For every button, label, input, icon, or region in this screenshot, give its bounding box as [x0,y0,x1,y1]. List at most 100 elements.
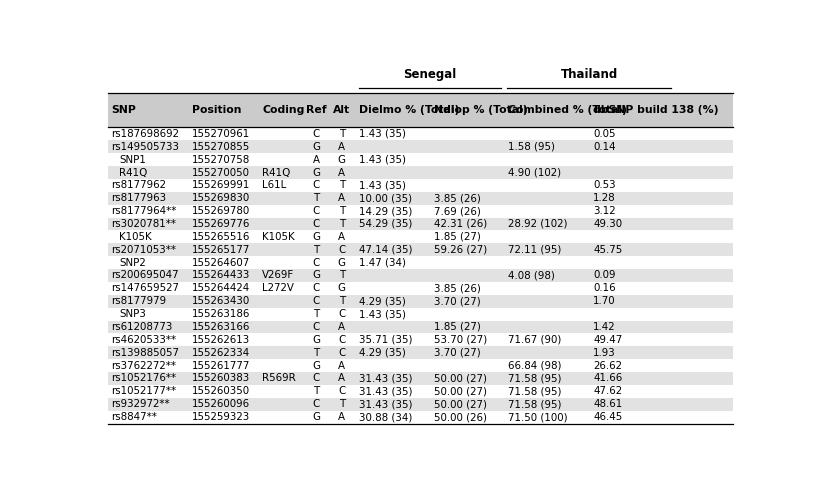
Text: G: G [312,232,320,242]
Text: 30.88 (34): 30.88 (34) [359,412,412,422]
Text: 71.58 (95): 71.58 (95) [507,386,561,396]
Bar [107,256,732,269]
Text: 53.70 (27): 53.70 (27) [433,335,486,345]
Text: 155270758: 155270758 [192,155,250,165]
Text: SNP2: SNP2 [119,258,146,268]
Text: 1.42: 1.42 [592,322,615,332]
Text: C: C [337,335,345,345]
Text: 4.90 (102): 4.90 (102) [507,168,560,178]
Text: C: C [312,219,319,229]
Text: 1.43 (35): 1.43 (35) [359,309,405,319]
Text: 155263166: 155263166 [192,322,250,332]
Text: 155261777: 155261777 [192,360,250,371]
Text: Alt: Alt [333,106,350,116]
Text: 48.61: 48.61 [592,399,622,409]
Text: C: C [337,309,345,319]
Text: 49.47: 49.47 [592,335,622,345]
Bar [107,269,732,282]
Text: rs187698692: rs187698692 [111,129,179,139]
Text: T: T [338,180,345,191]
Text: rs1052176**: rs1052176** [111,373,176,384]
Text: 0.53: 0.53 [592,180,615,191]
Text: L272V: L272V [262,283,293,293]
Text: C: C [337,348,345,358]
Text: C: C [312,180,319,191]
Text: 50.00 (26): 50.00 (26) [433,412,486,422]
Text: G: G [312,335,320,345]
Bar [107,192,732,204]
Text: 14.29 (35): 14.29 (35) [359,206,412,216]
Text: 1.43 (35): 1.43 (35) [359,155,405,165]
Bar [107,334,732,346]
Text: rs200695047: rs200695047 [111,270,179,280]
Text: 71.67 (90): 71.67 (90) [507,335,561,345]
Text: C: C [312,129,319,139]
Text: 59.26 (27): 59.26 (27) [433,245,486,255]
Bar [107,204,732,217]
Text: V269F: V269F [262,270,294,280]
Text: G: G [337,283,346,293]
Text: 155263430: 155263430 [192,296,250,306]
Text: 3.70 (27): 3.70 (27) [433,296,480,306]
Text: rs3762272**: rs3762272** [111,360,176,371]
Text: C: C [312,322,319,332]
Text: Thailand: Thailand [560,68,618,81]
Text: C: C [312,373,319,384]
Text: A: A [338,168,345,178]
Text: 155265516: 155265516 [192,232,250,242]
Text: 71.58 (95): 71.58 (95) [507,373,561,384]
Text: T: T [338,296,345,306]
Text: SNP: SNP [111,106,136,116]
Text: T: T [338,399,345,409]
Text: rs149505733: rs149505733 [111,142,179,152]
Bar [107,140,732,153]
Text: 1.85 (27): 1.85 (27) [433,232,480,242]
Text: T: T [338,129,345,139]
Text: K105K: K105K [119,232,152,242]
Text: G: G [312,270,320,280]
Text: 54.29 (35): 54.29 (35) [359,219,412,229]
Text: 71.58 (95): 71.58 (95) [507,399,561,409]
Text: R41Q: R41Q [119,168,147,178]
Bar [107,321,732,334]
Text: 155262613: 155262613 [192,335,250,345]
Text: 155270050: 155270050 [192,168,250,178]
Text: Dielmo % (Total): Dielmo % (Total) [359,106,459,116]
Text: G: G [312,360,320,371]
Text: 0.05: 0.05 [592,129,615,139]
Bar [107,230,732,243]
Text: 155269830: 155269830 [192,193,250,203]
Bar [107,308,732,321]
Text: 155264433: 155264433 [192,270,250,280]
Text: G: G [312,412,320,422]
Text: 155269991: 155269991 [192,180,250,191]
Text: Combined % (Total): Combined % (Total) [507,106,626,116]
Bar [107,372,732,385]
Text: A: A [338,373,345,384]
Text: rs8177962: rs8177962 [111,180,166,191]
Text: 0.16: 0.16 [592,283,615,293]
Text: rs2071053**: rs2071053** [111,245,176,255]
Bar [107,359,732,372]
Bar [107,410,732,423]
Text: Position: Position [192,106,242,116]
Text: 155262334: 155262334 [192,348,250,358]
Text: SNP3: SNP3 [119,309,146,319]
Text: 4.29 (35): 4.29 (35) [359,348,405,358]
Text: 155264607: 155264607 [192,258,250,268]
Text: 26.62: 26.62 [592,360,622,371]
Text: R41Q: R41Q [262,168,290,178]
Text: 155270961: 155270961 [192,129,250,139]
Text: 49.30: 49.30 [592,219,622,229]
Text: C: C [312,206,319,216]
Bar [107,128,732,140]
Text: Coding: Coding [262,106,304,116]
Text: 155269780: 155269780 [192,206,250,216]
Text: 155260383: 155260383 [192,373,250,384]
Text: rs4620533**: rs4620533** [111,335,176,345]
Bar [107,243,732,256]
Text: C: C [312,258,319,268]
Text: C: C [312,296,319,306]
Text: A: A [338,193,345,203]
Text: 3.70 (27): 3.70 (27) [433,348,480,358]
